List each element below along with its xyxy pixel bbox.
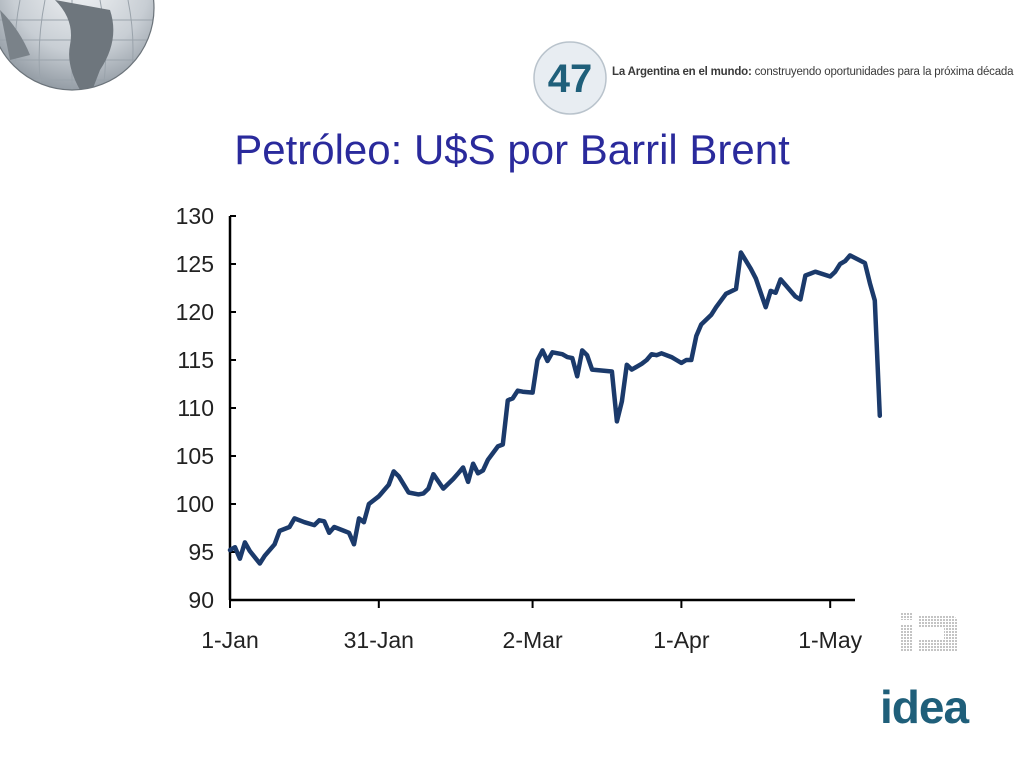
globe-logo (0, 0, 155, 91)
y-tick-label: 115 (177, 347, 214, 373)
y-tick-label: 125 (176, 251, 214, 277)
y-tick-label: 130 (176, 203, 214, 229)
series-line-0 (227, 250, 883, 566)
y-tick-label: 90 (188, 587, 214, 613)
x-tick-label: 31-Jan (344, 627, 414, 653)
idea-brand: idea (880, 681, 969, 733)
x-tick-label: 2-Mar (503, 627, 563, 653)
brent-price-chart: 90 95 100 105 110 115 120 125 130 1-Jan 31-Jan 2-M… (176, 203, 883, 653)
y-tick-label: 105 (176, 443, 214, 469)
x-axis: 1-Jan 31-Jan 2-Mar 1-Apr 1-May (201, 598, 863, 653)
x-tick-label: 1-May (798, 627, 862, 653)
logo-number: 47 (548, 57, 593, 101)
tagline-rest: construyendo oportunidades para la próxi… (751, 66, 1014, 78)
y-tick-label: 120 (176, 299, 214, 325)
x-tick-label: 1-Jan (201, 627, 259, 653)
slide-title: Petróleo: U$S por Barril Brent (234, 126, 790, 173)
grupo-47-logo: 47 (533, 41, 607, 115)
idea-pixel-mark (900, 612, 958, 652)
y-tick-label: 95 (188, 539, 214, 565)
series-layer (227, 250, 883, 566)
header-tagline: La Argentina en el mundo: construyendo o… (612, 66, 1014, 78)
tagline-bold: La Argentina en el mundo: (612, 66, 752, 78)
y-tick-label: 100 (176, 491, 214, 517)
y-axis: 90 95 100 105 110 115 120 125 130 (176, 203, 236, 613)
x-tick-label: 1-Apr (653, 627, 710, 653)
y-tick-label: 110 (177, 395, 214, 421)
